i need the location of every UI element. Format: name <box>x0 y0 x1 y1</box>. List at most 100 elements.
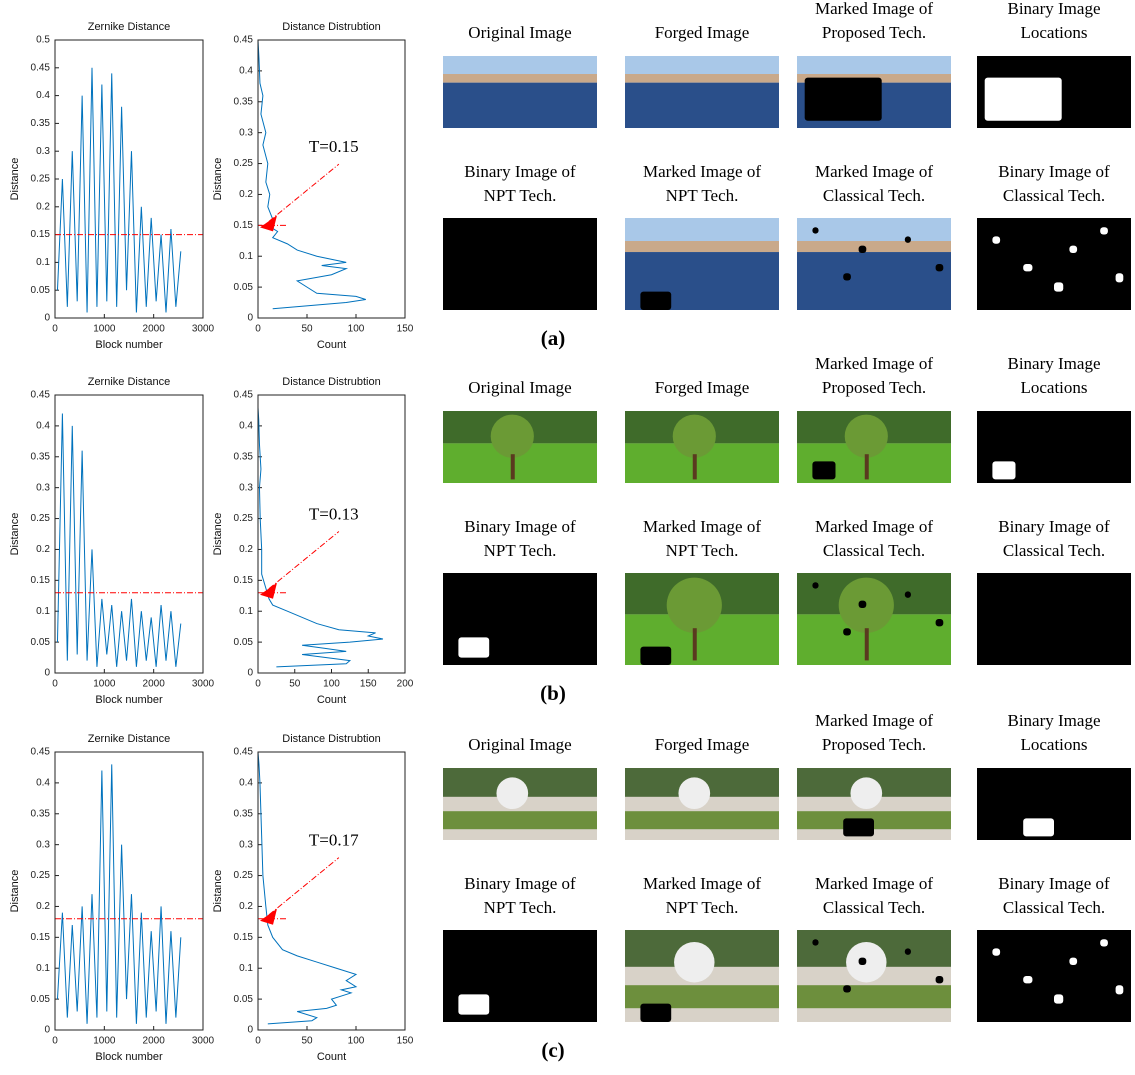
x-tick-label: 2000 <box>143 324 166 335</box>
image-caption: Binary Image of <box>464 162 576 181</box>
dish <box>496 777 528 809</box>
white-blob <box>1069 246 1077 253</box>
arrow-line <box>269 164 339 221</box>
y-tick-label: 0.4 <box>36 778 50 789</box>
y-tick-label: 0.1 <box>36 257 50 268</box>
arrow-line <box>269 532 339 589</box>
black-blob <box>812 227 818 233</box>
image-caption: Proposed Tech. <box>822 378 926 397</box>
y-tick-label: 0.2 <box>239 544 253 555</box>
x-tick-label: 150 <box>360 679 377 690</box>
y-tick-label: 0.2 <box>36 544 50 555</box>
white-blob <box>1023 976 1032 983</box>
image-caption: Marked Image of <box>815 874 933 893</box>
black-blob <box>640 292 671 310</box>
image-caption: Locations <box>1020 735 1087 754</box>
y-tick-label: 0.25 <box>234 870 254 881</box>
y-tick-label: 0.25 <box>234 158 254 169</box>
tree <box>845 415 888 458</box>
x-axis-label: Count <box>317 1051 346 1063</box>
image-caption: Binary Image of <box>998 517 1110 536</box>
black-blob <box>640 1004 671 1022</box>
town <box>443 74 597 83</box>
tree <box>491 415 534 458</box>
white-blob <box>1116 273 1124 282</box>
chart-title: Zernike Distance <box>88 376 171 388</box>
y-axis-label: Distance <box>9 158 21 201</box>
y-tick-label: 0.3 <box>36 482 50 493</box>
y-tick-label: 0.15 <box>31 932 51 943</box>
x-tick-label: 100 <box>323 679 340 690</box>
y-tick-label: 0.35 <box>31 808 51 819</box>
y-tick-label: 0.05 <box>31 994 51 1005</box>
black-blob <box>843 273 851 280</box>
x-axis-label: Block number <box>95 694 163 706</box>
plants <box>797 985 951 1008</box>
image-caption: Locations <box>1020 378 1087 397</box>
y-tick-label: 0.2 <box>239 901 253 912</box>
x-tick-label: 3000 <box>192 679 215 690</box>
image-caption: Marked Image of <box>815 711 933 730</box>
image-caption: Marked Image of <box>643 874 761 893</box>
image-caption: NPT Tech. <box>666 186 739 205</box>
annotation: T=0.17 <box>309 831 359 850</box>
axes-frame <box>55 752 203 1030</box>
image-caption: Forged Image <box>655 23 750 42</box>
trunk <box>511 454 515 479</box>
plants <box>443 811 597 829</box>
x-tick-label: 3000 <box>192 324 215 335</box>
black-blob <box>905 948 911 954</box>
image-caption: Binary Image of <box>998 162 1110 181</box>
image-caption: Binary Image <box>1008 0 1101 18</box>
image-caption: NPT Tech. <box>484 541 557 560</box>
white-blob <box>1023 818 1054 836</box>
x-tick-label: 150 <box>397 324 414 335</box>
y-tick-label: 0.35 <box>234 451 254 462</box>
chart-title: Distance Distrubtion <box>282 376 380 388</box>
x-tick-label: 100 <box>348 1036 365 1047</box>
tree <box>673 415 716 458</box>
dish <box>678 777 710 809</box>
y-tick-label: 0.35 <box>234 96 254 107</box>
data-line <box>258 40 366 309</box>
x-tick-label: 3000 <box>192 1036 215 1047</box>
sky <box>443 56 597 74</box>
x-tick-label: 0 <box>255 1036 261 1047</box>
black-blob <box>843 628 851 635</box>
town <box>797 241 951 252</box>
white-blob <box>1054 994 1063 1003</box>
black-blob <box>859 601 867 608</box>
white-blob <box>992 948 1000 955</box>
black-blob <box>905 591 911 597</box>
image-caption: Original Image <box>468 23 571 42</box>
axes-frame <box>258 752 405 1030</box>
y-tick-label: 0.25 <box>234 513 254 524</box>
black-blob <box>859 246 867 253</box>
photo <box>625 768 779 840</box>
black-blob <box>843 818 874 836</box>
image-caption: Binary Image <box>1008 354 1101 373</box>
panel-label: (c) <box>541 1038 564 1062</box>
image-caption: Classical Tech. <box>1003 541 1105 560</box>
y-tick-label: 0.5 <box>36 35 50 46</box>
x-tick-label: 0 <box>52 679 58 690</box>
y-tick-label: 0.25 <box>31 174 51 185</box>
black-blob <box>936 976 944 983</box>
y-tick-label: 0.3 <box>36 839 50 850</box>
x-tick-label: 150 <box>397 1036 414 1047</box>
y-tick-label: 0.1 <box>36 963 50 974</box>
trunk <box>865 628 869 660</box>
x-tick-label: 1000 <box>93 1036 116 1047</box>
y-tick-label: 0.4 <box>239 66 253 77</box>
image-caption: Classical Tech. <box>823 898 925 917</box>
y-tick-label: 0.1 <box>239 606 253 617</box>
x-axis-label: Block number <box>95 339 163 351</box>
x-tick-label: 0 <box>52 324 58 335</box>
photo <box>797 930 951 1022</box>
y-tick-label: 0.4 <box>239 778 253 789</box>
black-blob <box>805 78 882 121</box>
y-tick-label: 0.1 <box>239 251 253 262</box>
x-tick-label: 50 <box>301 1036 313 1047</box>
image-caption: Forged Image <box>655 378 750 397</box>
black-blob <box>812 461 835 479</box>
